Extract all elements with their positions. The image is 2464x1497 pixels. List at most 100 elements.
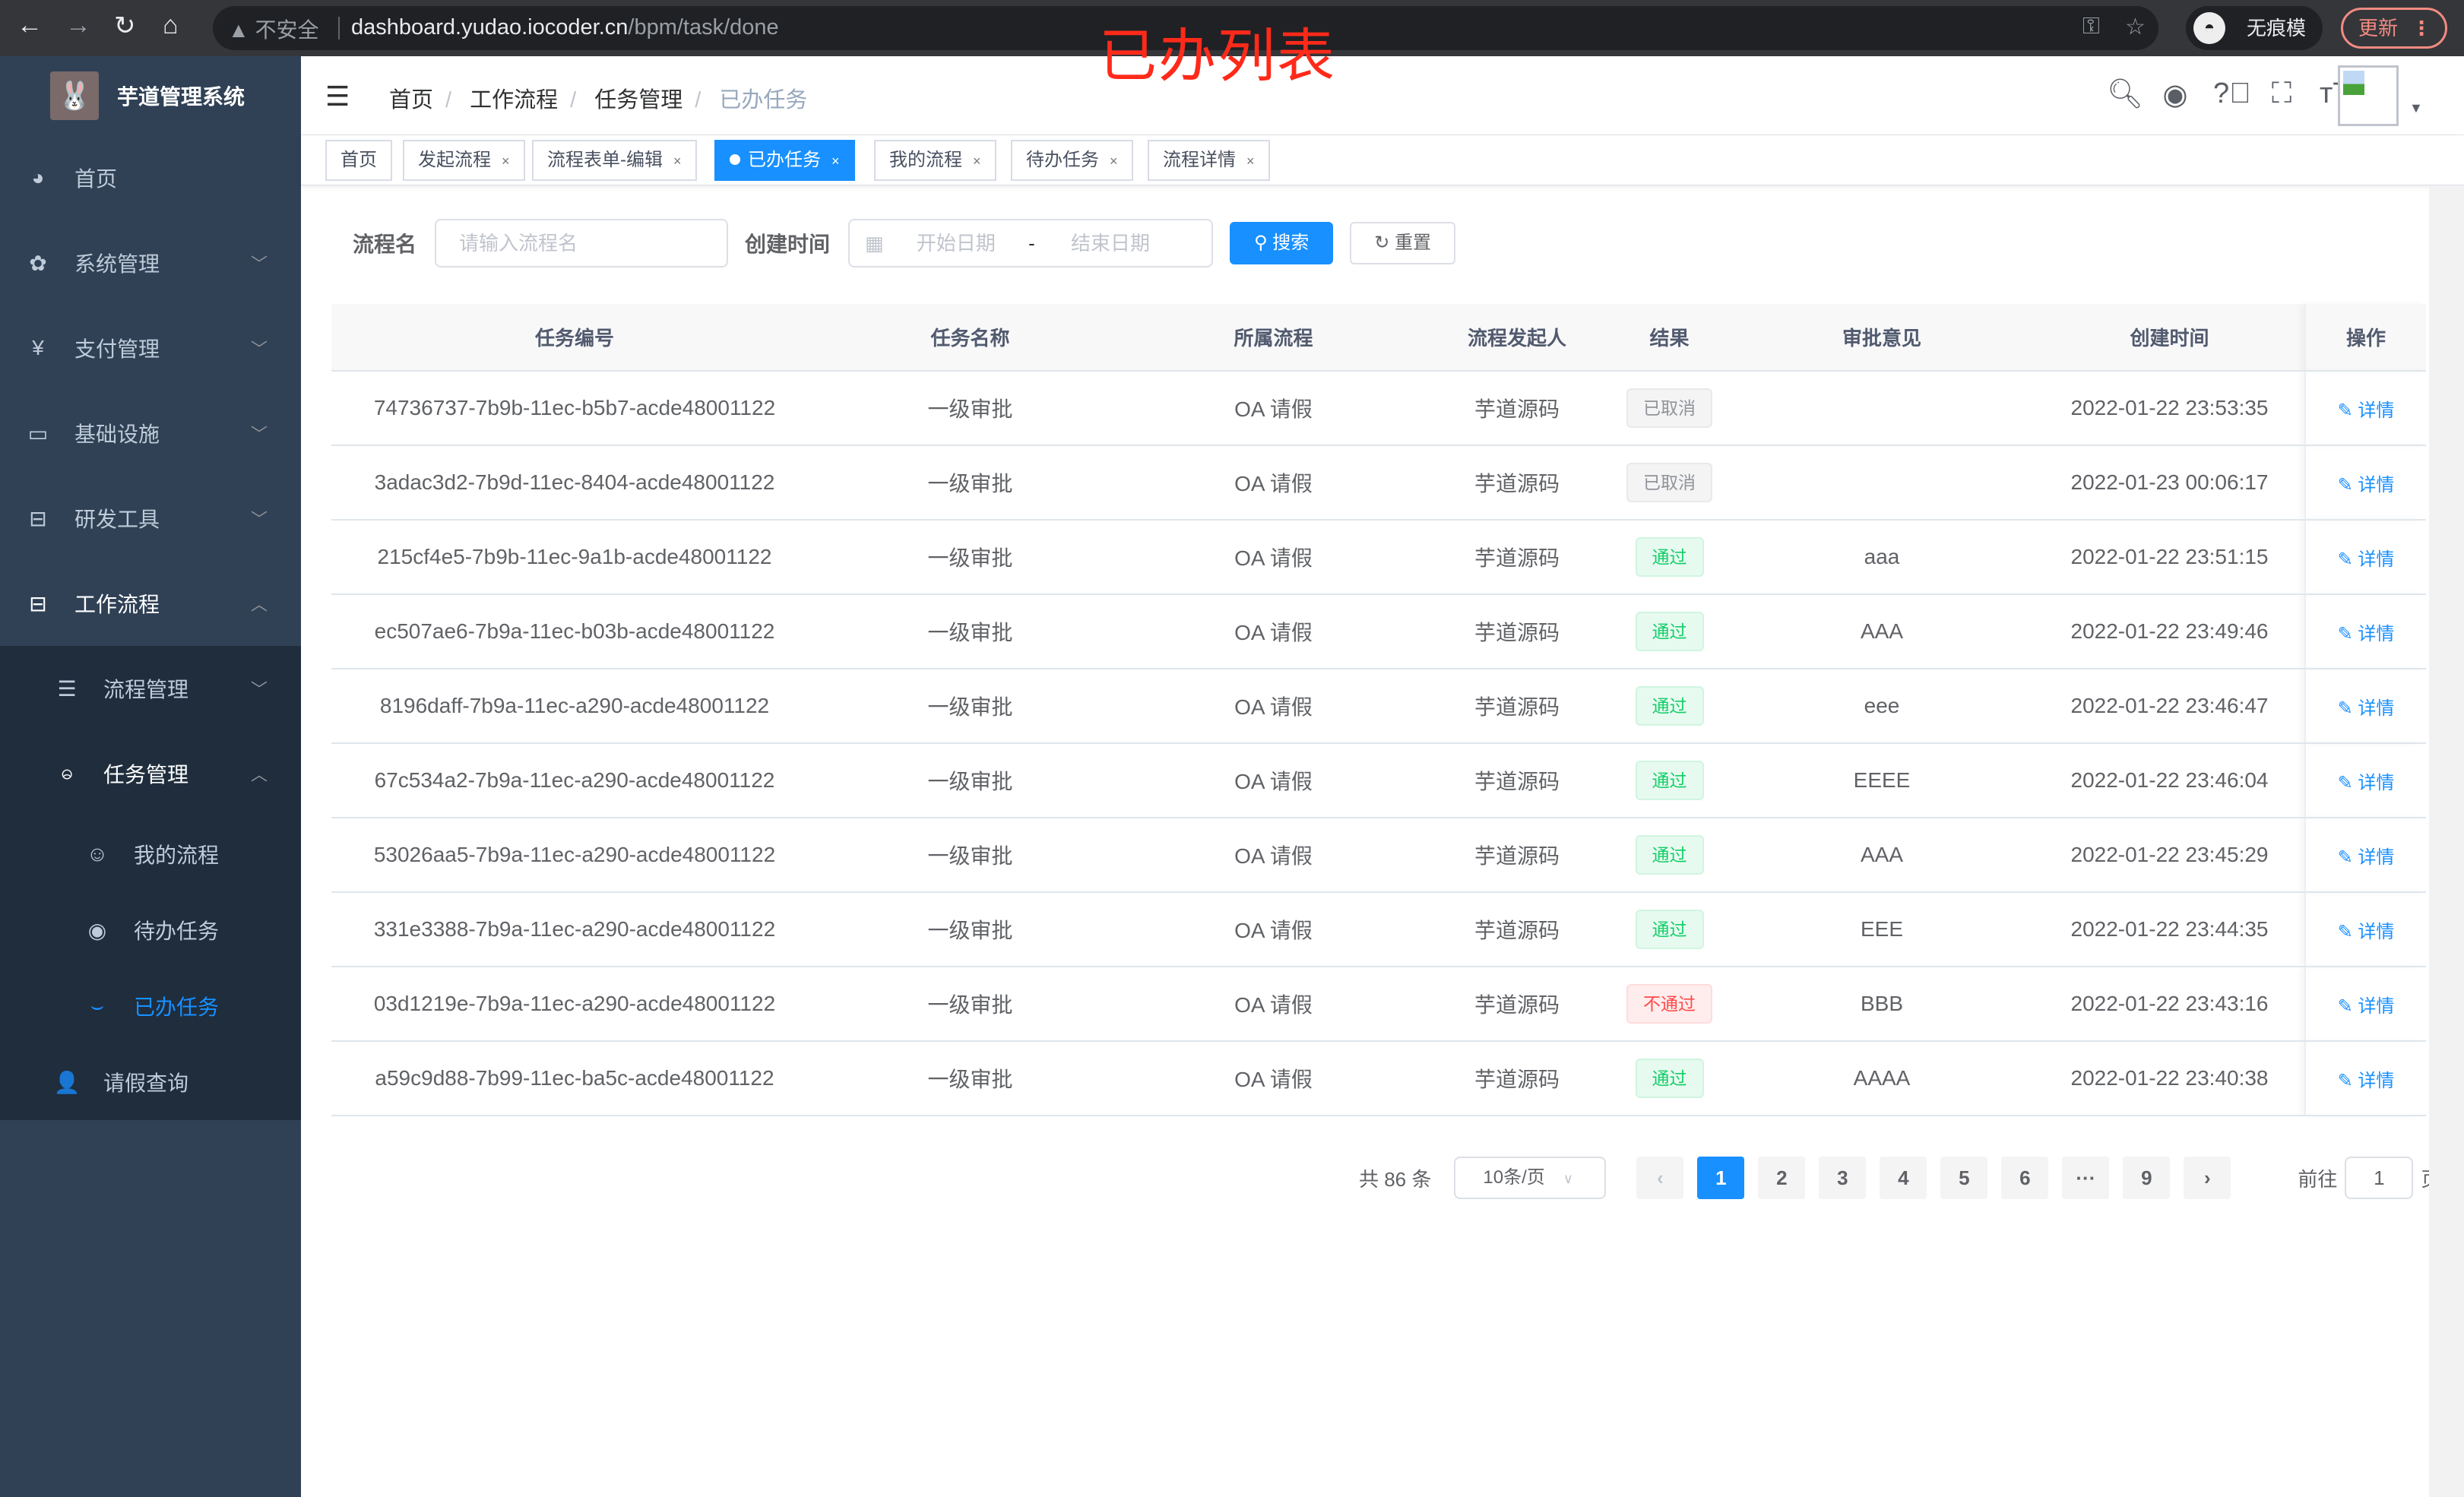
page-button[interactable]: 4 xyxy=(1880,1157,1927,1199)
page-button[interactable]: 2 xyxy=(1758,1157,1806,1199)
avatar[interactable] xyxy=(2338,65,2399,126)
detail-link[interactable]: ✎ 详情 xyxy=(2338,996,2395,1017)
detail-link[interactable]: ✎ 详情 xyxy=(2338,773,2395,793)
search-button[interactable]: ⚲ 搜索 xyxy=(1230,222,1334,264)
date-range-picker[interactable]: ▦ 开始日期 - 结束日期 xyxy=(848,219,1214,267)
prev-page-icon[interactable]: ‹ xyxy=(1636,1157,1684,1199)
help-icon[interactable]: ?⃝ xyxy=(2213,78,2251,109)
sidebar-item-workflow[interactable]: ⊟ 工作流程 ︿ xyxy=(0,561,301,646)
tag-4[interactable]: 我的流程 × xyxy=(874,140,996,181)
detail-link[interactable]: ✎ 详情 xyxy=(2338,847,2395,868)
sidebar-item-done[interactable]: ⌣ 已办任务 xyxy=(0,968,301,1044)
close-icon[interactable]: × xyxy=(502,153,510,169)
task-id-cell: 74736737-7b9b-11ec-b5b7-acde48001122 xyxy=(331,371,818,446)
detail-label: 详情 xyxy=(2358,847,2395,868)
back-icon[interactable]: ← xyxy=(17,11,43,40)
hamburger-icon[interactable]: ☰ xyxy=(325,81,350,112)
page-button[interactable]: 9 xyxy=(2123,1157,2171,1199)
process-name-input[interactable]: 请输入流程名 xyxy=(435,219,729,267)
browser-toolbar: ← → ↻ ⌂ ▲ 不安全 dashboard.yudao.iocoder.cn… xyxy=(0,0,2464,84)
search-icon: ⚲ xyxy=(1254,233,1273,253)
comment-cell xyxy=(1729,445,2035,521)
result-cell: 通过 xyxy=(1610,520,1729,595)
app-logo[interactable]: 🐰 芋道管理系统 xyxy=(0,56,301,135)
github-icon[interactable]: ◉ xyxy=(2162,79,2188,111)
reload-icon[interactable]: ↻ xyxy=(114,11,136,40)
detail-link[interactable]: ✎ 详情 xyxy=(2338,1071,2395,1091)
sidebar: 🐰 芋道管理系统 ◕ 首页 ✿ 系统管理 ﹀ ¥ 支付管理 ﹀ ▭ 基础设施 ﹀ ⊟ 研发工具 ﹀ … xyxy=(0,56,301,1497)
end-date-input[interactable]: 结束日期 xyxy=(1071,232,1151,255)
sidebar-item-system[interactable]: ✿ 系统管理 ﹀ xyxy=(0,220,301,305)
start-date-input[interactable]: 开始日期 xyxy=(916,232,996,255)
reset-button[interactable]: ↻ 重置 xyxy=(1350,222,1456,264)
sidebar-item-todo[interactable]: ◉ 待办任务 xyxy=(0,892,301,968)
sidebar-item-pay[interactable]: ¥ 支付管理 ﹀ xyxy=(0,305,301,391)
page-size-select[interactable]: 10条/页 ∨ xyxy=(1454,1157,1607,1199)
page-button[interactable]: ··· xyxy=(2062,1157,2110,1199)
page-button[interactable]: 5 xyxy=(1940,1157,1988,1199)
process-name-label: 流程名 xyxy=(353,233,417,256)
edit-icon: ✎ xyxy=(2337,921,2358,942)
sidebar-item-tool[interactable]: ⊟ 研发工具 ﹀ xyxy=(0,476,301,561)
key-icon[interactable]: ⚿ xyxy=(2082,14,2100,39)
goto-page-input[interactable]: 1 xyxy=(2345,1157,2414,1199)
action-cell: ✎ 详情 xyxy=(2304,967,2426,1042)
search-icon[interactable]: 🔍︎ xyxy=(2107,78,2144,110)
close-icon[interactable]: × xyxy=(1246,153,1255,169)
forward-icon[interactable]: → xyxy=(65,11,91,40)
sidebar-item-label: 支付管理 xyxy=(74,337,160,361)
fullscreen-icon[interactable]: ⛶ xyxy=(2271,78,2292,109)
breadcrumb-item[interactable]: 工作流程 xyxy=(470,88,559,112)
create-time-cell: 2022-01-22 23:53:35 xyxy=(2035,371,2305,446)
task-name-cell: 一级审批 xyxy=(818,818,1123,893)
close-icon[interactable]: × xyxy=(1110,153,1118,169)
close-icon[interactable]: × xyxy=(673,153,682,169)
home-icon[interactable]: ⌂ xyxy=(163,11,179,40)
table-row: 53026aa5-7b9a-11ec-a290-acde48001122 一级审批… xyxy=(331,818,2426,893)
detail-link[interactable]: ✎ 详情 xyxy=(2338,698,2395,719)
detail-link[interactable]: ✎ 详情 xyxy=(2338,475,2395,495)
breadcrumb-item[interactable]: 首页 xyxy=(389,88,434,112)
sidebar-item-process-manage[interactable]: ☰ 流程管理 ﹀ xyxy=(0,646,301,731)
caret-down-icon[interactable]: ▼ xyxy=(2409,100,2423,116)
close-icon[interactable]: × xyxy=(831,153,840,169)
tag-3[interactable]: 已办任务 × xyxy=(714,140,855,181)
close-icon[interactable]: × xyxy=(973,153,981,169)
url-host: dashboard.yudao.iocoder.cn xyxy=(351,15,629,40)
page-button[interactable]: 1 xyxy=(1697,1157,1745,1199)
tag-1[interactable]: 发起流程 × xyxy=(403,140,525,181)
tag-0[interactable]: 首页 xyxy=(325,140,392,181)
page-scrollbar[interactable] xyxy=(2429,185,2464,1497)
action-cell: ✎ 详情 xyxy=(2304,594,2426,669)
tag-5[interactable]: 待办任务 × xyxy=(1011,140,1133,181)
sidebar-item-task-manage[interactable]: ဓ 任务管理 ︿ xyxy=(0,731,301,816)
process-name-cell: OA 请假 xyxy=(1123,892,1424,967)
table-row: a59c9d88-7b99-11ec-ba5c-acde48001122 一级审批… xyxy=(331,1041,2426,1116)
detail-link[interactable]: ✎ 详情 xyxy=(2338,400,2395,421)
chevron-down-icon: ﹀ xyxy=(250,425,268,444)
sidebar-item-my-process[interactable]: ☺ 我的流程 xyxy=(0,816,301,892)
result-cell: 已取消 xyxy=(1610,445,1729,521)
incognito-badge[interactable]: ◓无痕模式 xyxy=(2186,6,2323,84)
task-id-cell: 03d1219e-7b9a-11ec-a290-acde48001122 xyxy=(331,967,818,1042)
tag-label: 流程详情 xyxy=(1163,150,1236,170)
next-page-icon[interactable]: › xyxy=(2184,1157,2231,1199)
detail-link[interactable]: ✎ 详情 xyxy=(2338,922,2395,942)
detail-link[interactable]: ✎ 详情 xyxy=(2338,624,2395,644)
page-button[interactable]: 3 xyxy=(1819,1157,1867,1199)
detail-link[interactable]: ✎ 详情 xyxy=(2338,549,2395,570)
sidebar-item-infra[interactable]: ▭ 基础设施 ﹀ xyxy=(0,391,301,476)
star-icon[interactable]: ☆ xyxy=(2125,14,2146,40)
tag-2[interactable]: 流程表单-编辑 × xyxy=(532,140,697,181)
tags-view: 首页 发起流程 × 流程表单-编辑 × 已办任务 × 我的流程 × 待办任务 × 流程详情 × xyxy=(301,135,2464,185)
sidebar-item-leave[interactable]: 👤 请假查询 xyxy=(0,1044,301,1120)
table-row: 74736737-7b9b-11ec-b5b7-acde48001122 一级审批… xyxy=(331,371,2426,446)
address-bar[interactable]: ▲ 不安全 dashboard.yudao.iocoder.cn/bpm/tas… xyxy=(213,6,2158,50)
tag-6[interactable]: 流程详情 × xyxy=(1148,140,1270,181)
sidebar-item-home[interactable]: ◕ 首页 xyxy=(0,135,301,220)
breadcrumb-item[interactable]: 任务管理 xyxy=(594,88,683,112)
update-button[interactable]: 更新 ⋮ xyxy=(2341,8,2447,49)
table-row: ec507ae6-7b9a-11ec-b03b-acde48001122 一级审批… xyxy=(331,594,2426,669)
page-button[interactable]: 6 xyxy=(2001,1157,2049,1199)
app-title: 芋道管理系统 xyxy=(117,85,245,109)
